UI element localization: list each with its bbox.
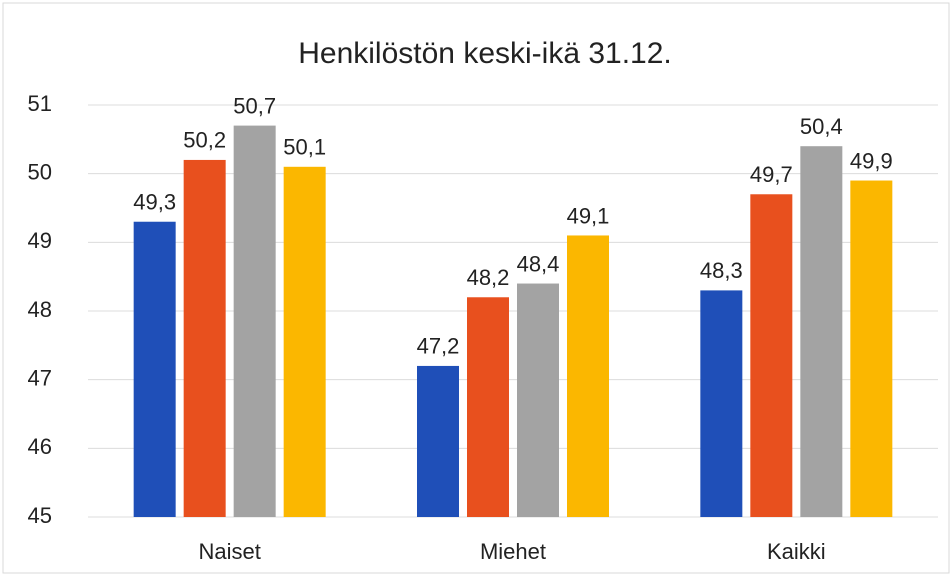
- y-tick-label: 47: [28, 365, 52, 390]
- data-label: 48,4: [517, 251, 560, 276]
- bar: [567, 235, 609, 517]
- data-label: 50,1: [283, 135, 326, 160]
- bar: [467, 297, 509, 517]
- bar: [750, 194, 793, 517]
- x-tick-label: Kaikki: [767, 539, 826, 564]
- bar: [800, 146, 843, 517]
- chart-title: Henkilöstön keski-ikä 31.12.: [298, 37, 672, 70]
- y-tick-label: 50: [28, 159, 52, 184]
- x-tick-label: Miehet: [480, 539, 546, 564]
- data-label: 50,2: [183, 128, 226, 153]
- data-label: 50,4: [800, 114, 843, 139]
- bar: [517, 283, 559, 517]
- bar: [133, 221, 176, 517]
- y-tick-label: 49: [28, 228, 52, 253]
- bar: [233, 125, 276, 517]
- y-tick-label: 51: [28, 91, 52, 116]
- data-label: 50,7: [233, 93, 276, 118]
- data-label: 48,2: [467, 265, 510, 290]
- data-label: 48,3: [700, 258, 743, 283]
- bar: [700, 290, 743, 517]
- y-tick-label: 45: [28, 503, 52, 528]
- data-label: 49,1: [567, 203, 610, 228]
- y-tick-label: 46: [28, 434, 52, 459]
- bar: [417, 365, 459, 517]
- bar: [850, 180, 893, 518]
- data-label: 49,3: [133, 190, 176, 215]
- x-tick-label: Naiset: [198, 539, 260, 564]
- data-label: 49,9: [850, 148, 893, 173]
- bar: [183, 159, 226, 517]
- data-label: 49,7: [750, 162, 793, 187]
- data-label: 47,2: [417, 334, 460, 359]
- y-tick-label: 48: [28, 297, 52, 322]
- bar: [283, 166, 326, 518]
